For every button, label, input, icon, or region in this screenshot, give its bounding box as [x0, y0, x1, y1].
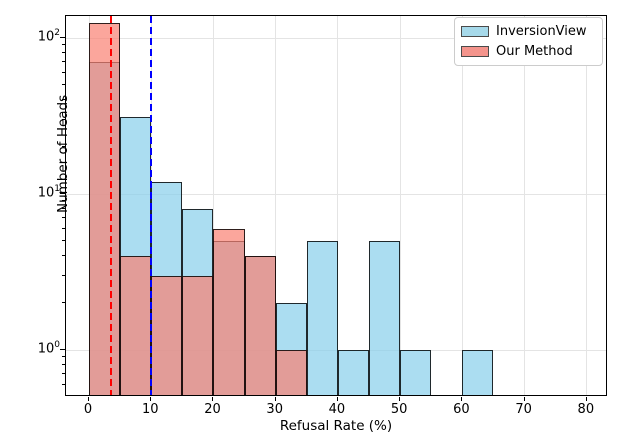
x-tick-label: 70 — [515, 402, 532, 417]
x-gridline — [524, 16, 526, 395]
y-tick-label: 101 — [37, 184, 60, 201]
y-minor-tick-mark — [62, 217, 65, 219]
x-gridline — [275, 16, 277, 395]
y-minor-tick-mark — [62, 71, 65, 73]
legend-label-our-method: Our Method — [496, 44, 573, 59]
x-tick-mark — [523, 397, 525, 401]
legend-label-inversionview: InversionView — [496, 24, 587, 39]
histogram-bar-our-method — [244, 256, 276, 395]
histogram-bar-inversionview — [462, 350, 494, 395]
legend-item-inversionview: InversionView — [461, 24, 594, 39]
histogram-bar-inversionview — [400, 350, 432, 395]
y-gridline — [66, 37, 606, 39]
y-minor-tick-mark — [62, 146, 65, 148]
y-minor-tick-mark — [62, 118, 65, 120]
x-tick-label: 80 — [577, 402, 595, 417]
x-gridline — [586, 16, 588, 395]
x-tick-label: 20 — [204, 402, 221, 417]
y-tick-mark — [60, 37, 65, 39]
y-minor-tick-mark — [62, 302, 65, 304]
x-gridline — [337, 16, 339, 395]
bars-layer — [66, 16, 606, 395]
our-method-swatch-icon — [461, 46, 489, 57]
y-minor-tick-mark — [62, 44, 65, 46]
x-gridline — [399, 16, 401, 395]
y-minor-tick-mark — [62, 240, 65, 241]
x-tick-label: 10 — [141, 402, 159, 417]
x-tick-mark — [461, 397, 463, 401]
x-tick-mark — [88, 397, 90, 401]
x-tick-mark — [585, 397, 587, 401]
x-axis-label: Refusal Rate (%) — [279, 418, 393, 434]
threshold-line — [150, 16, 153, 395]
y-minor-tick-mark — [62, 255, 65, 257]
y-minor-tick-mark — [62, 99, 65, 101]
histogram-bar-our-method — [182, 275, 214, 395]
y-tick-label: 102 — [37, 28, 60, 45]
y-minor-tick-mark — [62, 373, 65, 375]
histogram-bar-our-method — [89, 23, 121, 395]
y-tick-mark — [60, 349, 65, 351]
x-tick-mark — [399, 397, 401, 401]
x-tick-label: 50 — [390, 402, 408, 417]
legend-item-our-method: Our Method — [461, 44, 594, 59]
y-minor-tick-mark — [62, 208, 65, 210]
legend: InversionView Our Method — [454, 17, 603, 66]
y-minor-tick-mark — [62, 52, 65, 54]
x-gridline — [212, 16, 214, 395]
y-minor-tick-mark — [62, 274, 65, 276]
y-minor-tick-mark — [62, 364, 65, 366]
y-minor-tick-mark — [62, 356, 65, 358]
x-tick-mark — [274, 397, 276, 401]
x-tick-mark — [212, 397, 214, 401]
histogram-bar-inversionview — [337, 350, 370, 395]
y-tick-mark — [60, 193, 65, 195]
y-tick-label: 100 — [37, 340, 60, 357]
y-minor-tick-mark — [62, 227, 65, 229]
inversionview-swatch-icon — [461, 26, 489, 37]
histogram-bar-inversionview — [306, 241, 338, 395]
x-tick-label: 30 — [266, 402, 283, 417]
y-minor-tick-mark — [62, 61, 65, 63]
x-tick-label: 40 — [328, 402, 346, 417]
y-minor-tick-mark — [62, 84, 65, 86]
x-tick-label: 0 — [83, 402, 93, 417]
y-axis-label: Number of Heads — [55, 94, 72, 213]
histogram-bar-inversionview — [369, 241, 401, 395]
x-tick-label: 60 — [453, 402, 470, 417]
x-tick-mark — [336, 397, 338, 401]
y-minor-tick-mark — [62, 200, 65, 202]
plot-area — [65, 15, 607, 396]
threshold-line — [109, 16, 112, 395]
x-tick-mark — [150, 397, 152, 401]
histogram-bar-our-method — [275, 350, 307, 395]
histogram-bar-our-method — [213, 228, 245, 395]
y-gridline — [66, 193, 606, 195]
y-minor-tick-mark — [62, 383, 65, 385]
vlines-layer — [66, 16, 606, 395]
x-gridline — [461, 16, 463, 395]
